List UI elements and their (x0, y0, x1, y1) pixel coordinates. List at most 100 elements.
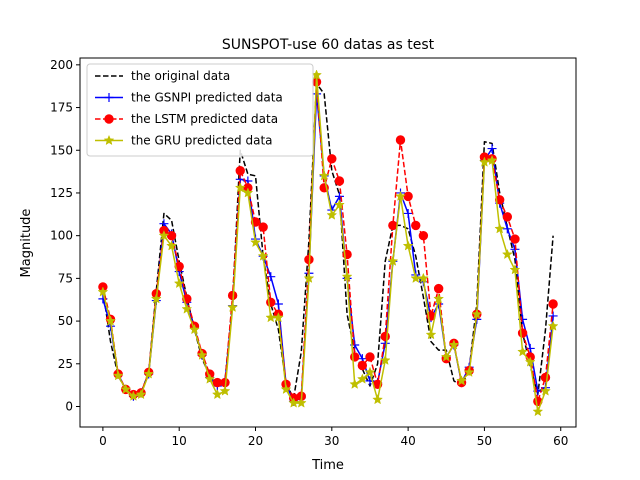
data-point (105, 315, 116, 326)
data-point (395, 190, 406, 201)
data-point (120, 383, 132, 395)
x-axis-label: Time (311, 458, 344, 473)
data-point (295, 397, 307, 408)
data-point (487, 144, 497, 154)
data-point (548, 311, 558, 321)
y-tick-label: 125 (50, 186, 73, 200)
data-point (334, 199, 345, 210)
data-point (128, 390, 139, 401)
data-point (403, 191, 413, 202)
chart-title: SUNSPOT-use 60 datas as test (222, 37, 435, 53)
x-tick-label: 60 (553, 434, 568, 448)
data-point (235, 166, 245, 176)
data-point (158, 229, 170, 241)
legend-item: the GSNPI predicted data (95, 91, 283, 105)
y-tick-label: 175 (50, 101, 73, 115)
data-point (510, 234, 520, 244)
data-point (479, 156, 490, 167)
legend-box (86, 63, 314, 157)
x-tick-label: 10 (172, 434, 187, 448)
data-point (411, 220, 421, 231)
data-point (173, 277, 185, 289)
data-point (349, 378, 361, 389)
data-point (395, 135, 406, 145)
data-point (425, 329, 437, 340)
y-tick-label: 0 (65, 400, 73, 414)
legend-label: the GSNPI predicted data (131, 91, 283, 105)
data-point (486, 154, 498, 166)
data-point (501, 248, 513, 260)
data-point (181, 303, 193, 314)
data-point (356, 373, 368, 384)
data-point (257, 250, 269, 261)
data-point (471, 308, 483, 319)
data-point (327, 154, 337, 164)
legend-label: the GRU predicted data (131, 134, 273, 148)
data-point (509, 264, 521, 275)
data-point (135, 388, 147, 400)
data-point (502, 224, 512, 234)
data-point (540, 372, 551, 383)
data-point (341, 271, 353, 282)
legend-marker (104, 93, 114, 102)
data-point (532, 405, 544, 417)
data-point (303, 272, 315, 283)
y-tick-label: 75 (58, 271, 73, 285)
data-point (372, 393, 383, 405)
data-point (433, 283, 444, 294)
data-point (280, 383, 292, 395)
data-point (433, 293, 445, 304)
data-point (387, 255, 399, 266)
series-line (102, 74, 554, 413)
plot-frame (79, 57, 577, 428)
data-point (318, 170, 330, 181)
data-point (112, 370, 124, 381)
data-point (380, 331, 390, 342)
data-point (540, 385, 551, 396)
data-point (357, 360, 368, 371)
legend-item: the LSTM predicted data (95, 112, 278, 126)
data-point (258, 222, 268, 232)
y-tick-label: 50 (58, 314, 73, 328)
data-point (234, 182, 246, 193)
data-point (196, 349, 208, 360)
y-axis: 0 25 50 75 100 125 150 175 200 (50, 58, 80, 414)
series-the-gru-predicted-data (97, 69, 559, 417)
legend-marker (103, 134, 115, 146)
data-point (273, 311, 284, 323)
data-point (242, 187, 254, 198)
data-point (548, 299, 558, 309)
y-tick-label: 100 (50, 229, 73, 243)
y-tick-label: 150 (50, 143, 73, 157)
data-point (350, 352, 360, 362)
data-point (388, 220, 398, 231)
data-point (379, 354, 391, 365)
data-point (189, 323, 200, 335)
data-point (273, 299, 283, 309)
legend-item: the GRU predicted data (95, 134, 273, 148)
data-point (417, 272, 429, 283)
x-tick-label: 50 (477, 434, 492, 448)
data-point (250, 236, 261, 248)
series-layer (97, 69, 559, 417)
data-point (517, 346, 528, 357)
data-point (150, 293, 162, 304)
data-point (364, 366, 376, 377)
data-point (403, 208, 413, 218)
data-point (463, 366, 475, 377)
x-tick-label: 40 (400, 434, 415, 448)
data-point (524, 356, 536, 367)
x-tick-label: 20 (248, 434, 263, 448)
data-point (456, 375, 467, 386)
y-tick-label: 25 (58, 357, 73, 371)
data-point (440, 351, 452, 362)
y-tick-label: 200 (50, 58, 73, 72)
data-point (517, 328, 528, 338)
data-point (365, 352, 375, 362)
data-point (502, 212, 513, 222)
x-tick-label: 30 (324, 434, 339, 448)
data-point (494, 223, 506, 234)
data-point (204, 373, 216, 384)
data-point (547, 320, 559, 331)
data-point (448, 339, 460, 350)
